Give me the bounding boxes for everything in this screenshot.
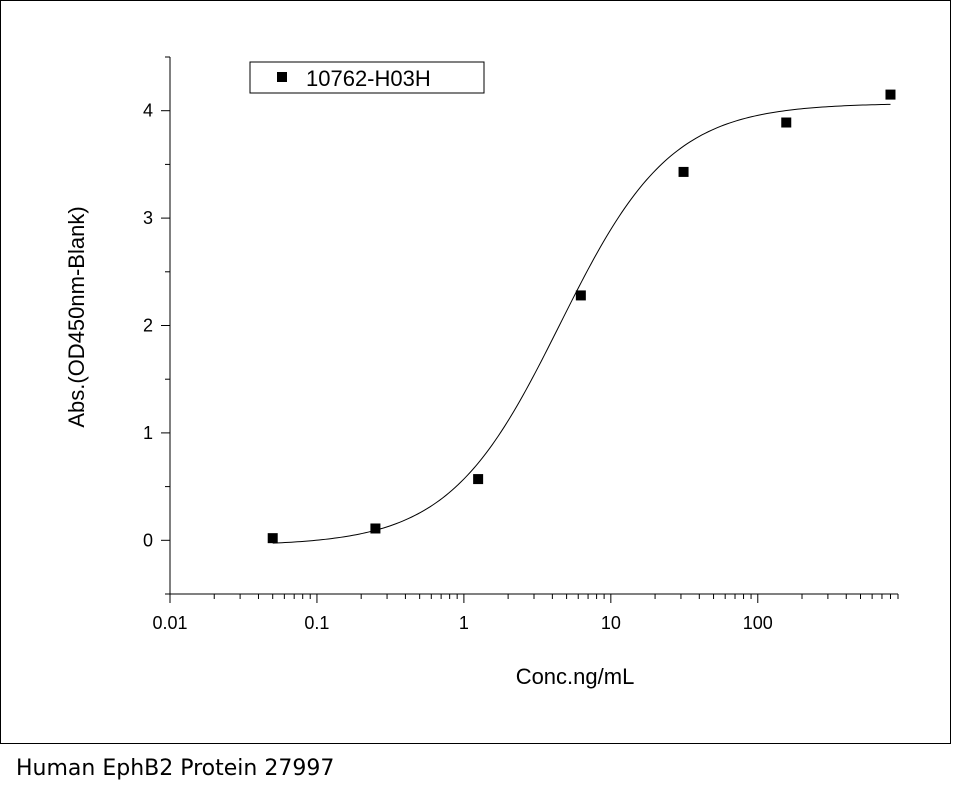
y-tick-label: 3 <box>143 208 153 228</box>
data-points <box>267 89 896 544</box>
data-point <box>267 533 278 544</box>
legend-box <box>249 61 485 94</box>
legend-marker <box>277 72 287 82</box>
y-tick-label: 2 <box>143 316 153 336</box>
x-tick-label: 100 <box>743 613 773 633</box>
y-tick-label: 4 <box>143 101 153 121</box>
x-tick-label: 10 <box>601 613 621 633</box>
data-point <box>781 117 792 128</box>
y-tick-label: 1 <box>143 423 153 443</box>
y-axis-label: Abs.(OD450nm-Blank) <box>64 206 89 427</box>
data-point <box>678 166 689 177</box>
legend-label: 10762-H03H <box>306 66 431 91</box>
x-tick-label: 1 <box>459 613 469 633</box>
axes <box>169 57 898 595</box>
figure-frame: 0.01 0.1 1 10 100 0 1 2 3 4 10762-H03H Conc.ng/mL… <box>0 0 951 744</box>
data-point <box>473 474 484 485</box>
data-point <box>885 89 896 100</box>
x-tick-label: 0.01 <box>152 613 187 633</box>
chart-svg: 0.01 0.1 1 10 100 0 1 2 3 4 10762-H03H Conc.ng/mL… <box>64 56 899 689</box>
x-tick-label: 0.1 <box>304 613 329 633</box>
data-point <box>370 523 381 534</box>
legend: 10762-H03H <box>249 61 485 94</box>
tick-group: 0.01 0.1 1 10 100 0 1 2 3 4 <box>143 56 899 633</box>
y-tick-label: 0 <box>143 530 153 550</box>
x-axis-label: Conc.ng/mL <box>516 664 635 689</box>
data-point <box>575 290 586 301</box>
fit-curve <box>272 103 891 544</box>
figure-caption: Human EphB2 Protein 27997 <box>16 756 335 781</box>
